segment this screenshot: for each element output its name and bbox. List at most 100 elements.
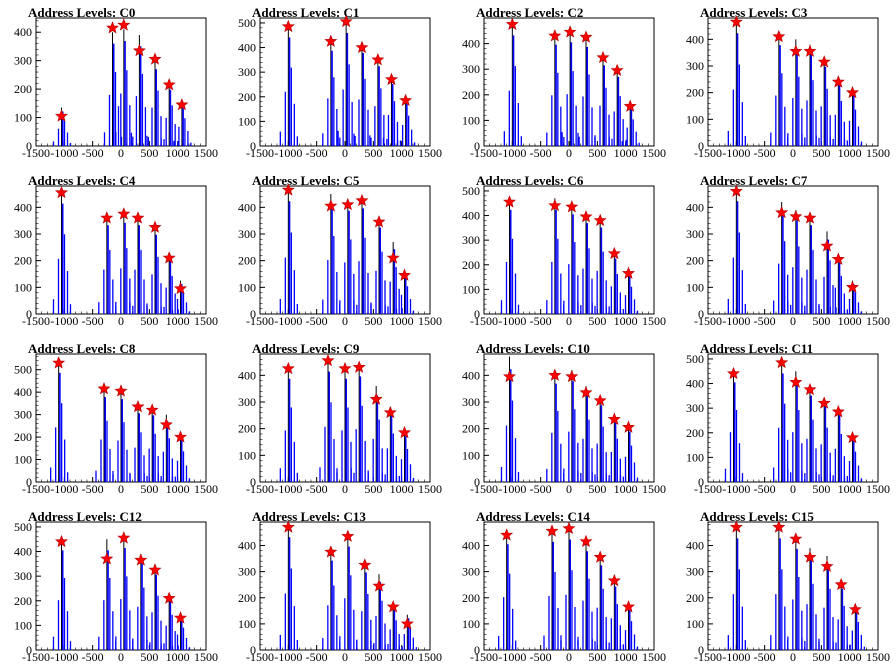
- y-tick-label: 300: [462, 395, 480, 409]
- panel-title: Address Levels: C11: [700, 341, 814, 356]
- x-tick-label: 0: [342, 650, 348, 664]
- y-tick-label: 300: [238, 227, 256, 241]
- y-tick-label: 300: [14, 569, 32, 583]
- peak-marker: [596, 50, 610, 64]
- peak-marker: [607, 573, 621, 587]
- y-tick-label: 300: [238, 395, 256, 409]
- x-tick-label: -1000: [274, 146, 302, 160]
- peak-marker: [729, 184, 743, 197]
- peak-marker: [505, 17, 519, 30]
- y-tick-label: 100: [14, 280, 32, 294]
- peak-marker: [117, 531, 131, 544]
- y-tick-label: 0: [474, 139, 480, 153]
- x-tick-label: 1500: [642, 146, 666, 160]
- x-tick-label: 1500: [194, 314, 218, 328]
- histogram-panel-9: Address Levels: C9 0 100 200 300 400 -1500 -100…: [224, 336, 448, 504]
- x-tick-label: 0: [566, 482, 572, 496]
- x-tick-label: -1000: [274, 650, 302, 664]
- peak-marker: [622, 600, 635, 613]
- x-tick-label: 1000: [390, 482, 414, 496]
- x-tick-label: -500: [530, 146, 552, 160]
- peak-marker: [162, 251, 176, 264]
- peak-marker: [846, 430, 859, 444]
- x-tick-label: -1000: [274, 314, 302, 328]
- peak-marker: [789, 532, 803, 545]
- x-tick-label: 1000: [838, 482, 862, 496]
- y-tick-label: 100: [14, 111, 32, 125]
- peak-marker: [175, 97, 189, 111]
- peak-marker: [789, 44, 803, 57]
- x-tick-label: -500: [754, 650, 776, 664]
- histogram-panel-5: Address Levels: C5 0 100 200 300 400 -1500 -100…: [224, 168, 448, 336]
- x-tick-label: 500: [812, 314, 830, 328]
- histogram-plot: 0 100 200 300 400 -1500 -1000 -500 0 500 1000 1500: [14, 17, 218, 160]
- peak-marker: [132, 43, 146, 57]
- peak-marker: [500, 528, 514, 541]
- y-tick-label: 300: [462, 62, 480, 76]
- peak-marker: [339, 14, 353, 28]
- y-tick-label: 300: [14, 227, 32, 241]
- histogram-plot: 0 100 200 300 400 500 -1500 -1000 -500 0 500 1000 15…: [686, 352, 890, 496]
- histogram-plot: 0 100 200 300 400 500 -1500 -1000 -500 0 500 1000 15…: [14, 353, 218, 496]
- x-tick-label: -1000: [274, 482, 302, 496]
- y-tick-label: 500: [238, 16, 256, 30]
- histogram-panel-6: Address Levels: C6 0 100 200 300 400 500 -1500-…: [448, 168, 672, 336]
- histogram-panel-14: Address Levels: C14 0 100 200 300 400 -1500 -10…: [448, 504, 672, 672]
- y-tick-label: 100: [686, 617, 704, 631]
- y-tick-label: 200: [238, 254, 256, 268]
- histogram-panel-1: Address Levels: C1 0 100 200 300 400 500 -1500-…: [224, 0, 448, 168]
- x-tick-label: 0: [118, 482, 124, 496]
- peak-marker: [846, 280, 859, 293]
- x-tick-label: 0: [342, 146, 348, 160]
- y-tick-label: 0: [474, 643, 480, 657]
- peak-marker: [622, 266, 635, 279]
- x-tick-label: -500: [306, 650, 328, 664]
- x-tick-label: 0: [790, 650, 796, 664]
- peak-marker: [352, 360, 366, 373]
- x-tick-label: 1000: [614, 482, 638, 496]
- x-tick-label: 500: [812, 650, 830, 664]
- panel-title: Address Levels: C0: [28, 5, 136, 20]
- x-tick-label: 0: [790, 482, 796, 496]
- x-tick-label: 0: [342, 482, 348, 496]
- peak-marker: [386, 600, 400, 613]
- y-tick-label: 0: [250, 643, 256, 657]
- y-tick-label: 200: [686, 426, 704, 440]
- peak-marker: [607, 246, 621, 260]
- y-tick-label: 500: [14, 363, 32, 377]
- peak-marker: [803, 550, 817, 563]
- peak-marker: [622, 420, 635, 433]
- y-tick-label: 100: [14, 618, 32, 632]
- y-tick-label: 0: [474, 307, 480, 321]
- y-tick-label: 400: [686, 200, 704, 214]
- peak-marker: [341, 529, 355, 542]
- y-tick-label: 200: [686, 86, 704, 100]
- peak-marker: [324, 545, 338, 558]
- x-tick-label: -1000: [50, 482, 78, 496]
- x-tick-label: 1000: [614, 314, 638, 328]
- y-tick-label: 100: [462, 617, 480, 631]
- x-tick-label: 1000: [166, 146, 190, 160]
- x-tick-label: -500: [306, 314, 328, 328]
- x-tick-label: 1000: [838, 314, 862, 328]
- x-tick-label: 0: [118, 650, 124, 664]
- x-tick-label: -1000: [50, 314, 78, 328]
- histogram-panel-10: Address Levels: C10 0 100 200 300 400 -1500 -10…: [448, 336, 672, 504]
- histogram-plot: 0 100 200 300 400 -1500 -1000 -500 0 500 1000 1500: [238, 183, 442, 328]
- y-tick-label: 400: [238, 41, 256, 55]
- x-tick-label: 500: [588, 146, 606, 160]
- x-tick-label: 1500: [866, 146, 890, 160]
- peak-marker: [545, 524, 559, 537]
- peak-marker: [148, 220, 162, 233]
- peak-marker: [593, 550, 607, 563]
- x-tick-label: 500: [364, 314, 382, 328]
- peak-marker: [162, 77, 176, 91]
- peak-marker: [772, 29, 786, 43]
- peak-marker: [97, 381, 111, 395]
- y-tick-label: 200: [238, 422, 256, 436]
- x-tick-label: 0: [790, 314, 796, 328]
- x-tick-label: 1500: [866, 482, 890, 496]
- x-tick-label: 500: [140, 482, 158, 496]
- peak-marker: [548, 368, 562, 381]
